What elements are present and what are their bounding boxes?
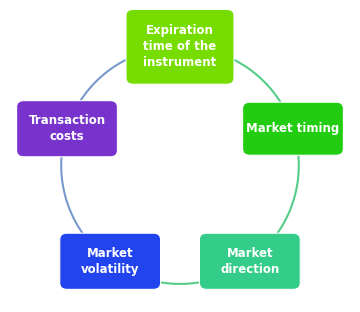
FancyBboxPatch shape (17, 101, 117, 157)
Text: Transaction
costs: Transaction costs (28, 114, 105, 143)
FancyBboxPatch shape (243, 102, 343, 155)
Text: Expiration
time of the
instrument: Expiration time of the instrument (143, 24, 217, 69)
FancyBboxPatch shape (126, 9, 234, 84)
Text: Market timing: Market timing (246, 122, 339, 135)
FancyBboxPatch shape (60, 233, 161, 289)
FancyBboxPatch shape (199, 233, 300, 289)
Text: Market
volatility: Market volatility (81, 247, 139, 276)
Text: Market
direction: Market direction (220, 247, 279, 276)
